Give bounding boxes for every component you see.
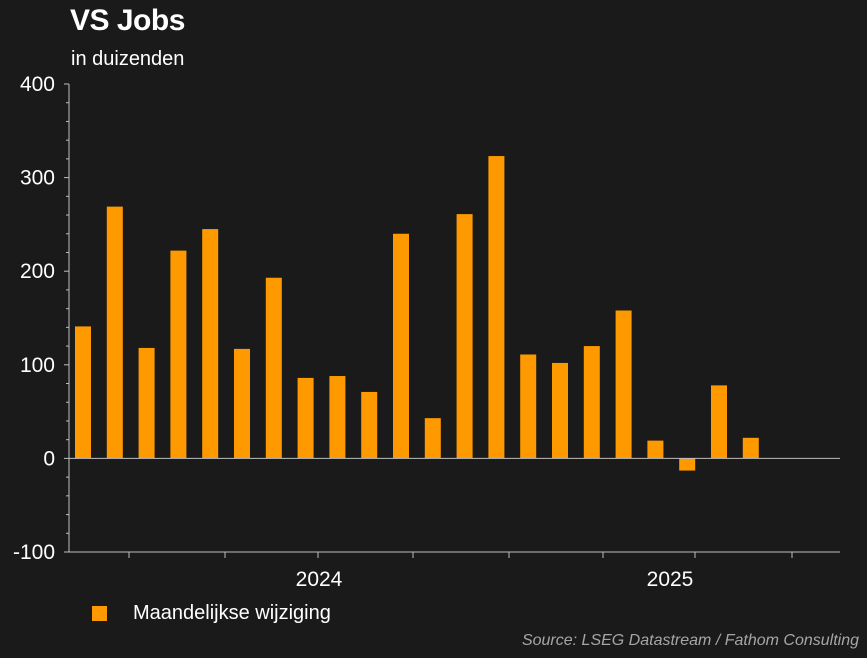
bar-3	[138, 347, 155, 459]
chart-title: VS Jobs	[70, 4, 185, 37]
bar-12	[424, 418, 441, 459]
bar-10	[361, 391, 378, 459]
y-tick-label: 300	[20, 167, 55, 190]
y-tick-label: -100	[13, 541, 55, 564]
bar-21	[711, 385, 727, 459]
bar-16	[552, 362, 568, 459]
bar-9	[329, 376, 346, 459]
bar-22	[742, 437, 759, 459]
bar-11	[393, 233, 409, 459]
axes-group	[64, 83, 840, 558]
bar-5	[202, 229, 219, 459]
x-tick-label: 2025	[647, 568, 694, 591]
bar-14	[488, 156, 505, 459]
bar-20	[679, 458, 696, 471]
bar-17	[583, 346, 600, 459]
bar-18	[615, 310, 632, 459]
legend-label: Maandelijkse wijziging	[133, 602, 331, 624]
y-tick-label: 100	[20, 354, 55, 377]
bar-15	[520, 354, 537, 459]
bar-2	[106, 206, 123, 459]
legend: Maandelijkse wijziging	[92, 602, 331, 625]
bar-13	[456, 214, 473, 459]
bar-19	[647, 440, 664, 459]
labels-group: -100 0 100 200 300 400 2024 2025	[13, 73, 693, 591]
y-tick-label: 200	[20, 260, 55, 283]
y-tick-label: 0	[43, 447, 55, 470]
bar-1	[75, 326, 91, 459]
legend-swatch	[92, 606, 107, 621]
bar-4	[170, 250, 187, 459]
bar-6	[234, 348, 250, 459]
bars-group	[75, 156, 759, 471]
bar-8	[297, 377, 314, 459]
source-note: Source: LSEG Datastream / Fathom Consult…	[521, 632, 859, 649]
bar-7	[265, 277, 282, 459]
x-tick-label: 2024	[296, 568, 343, 591]
y-tick-label: 400	[20, 73, 55, 96]
chart-subtitle: in duizenden	[71, 48, 185, 70]
